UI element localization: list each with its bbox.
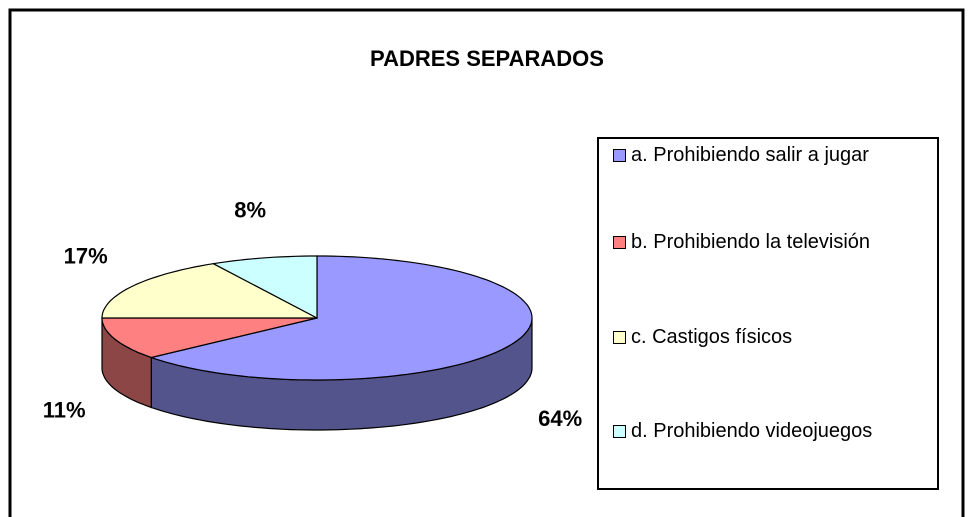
legend: a. Prohibiendo salir a jugar b. Prohibien… [597, 137, 939, 490]
legend-swatch [613, 331, 626, 344]
pie-slice [149, 255, 533, 381]
legend-swatch [613, 236, 626, 249]
chart-title: PADRES SEPARADOS [370, 46, 604, 71]
legend-label: c. Castigos físicos [631, 326, 793, 348]
data-label: 11% [43, 397, 86, 422]
legend-item: a. Prohibiendo salir a jugar [613, 141, 928, 170]
legend-item: d. Prohibiendo videojuegos [613, 417, 928, 446]
data-label: 64% [538, 406, 582, 431]
legend-label: a. Prohibiendo salir a jugar [631, 144, 869, 166]
pie [101, 255, 533, 431]
legend-label: d. Prohibiendo videojuegos [631, 420, 873, 442]
pie-slice [211, 255, 318, 319]
data-label: 8% [234, 198, 266, 223]
pie-slice [101, 263, 318, 319]
data-label: 17% [64, 243, 108, 268]
legend-swatch [613, 425, 626, 438]
legend-swatch [613, 149, 626, 162]
legend-item: c. Castigos físicos [613, 323, 928, 352]
legend-label: b. Prohibiendo la televisión [631, 231, 871, 253]
pie-slice [101, 317, 318, 359]
legend-item: b. Prohibiendo la televisión [613, 228, 928, 257]
